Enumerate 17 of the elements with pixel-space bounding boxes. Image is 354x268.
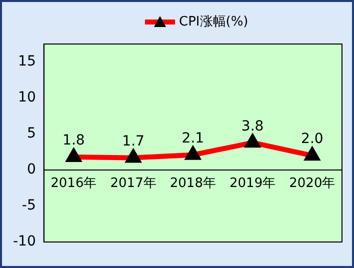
y-tick-label: 5 — [26, 126, 36, 142]
data-label: 1.8 — [62, 132, 85, 149]
legend-label: CPI涨幅(%) — [179, 14, 248, 30]
x-tick-label: 2020年 — [289, 176, 336, 192]
x-tick-label: 2016年 — [50, 176, 97, 192]
x-tick-label: 2017年 — [110, 176, 156, 192]
data-label: 2.0 — [301, 131, 324, 148]
x-tick-label: 2019年 — [230, 176, 276, 192]
y-tick-label: 15 — [18, 54, 36, 70]
y-tick-label: 10 — [18, 90, 36, 106]
data-label: 3.8 — [241, 118, 264, 134]
data-label: 1.7 — [122, 133, 144, 150]
y-tick-label: -10 — [12, 234, 36, 250]
y-tick-label: -5 — [22, 198, 36, 214]
data-label: 2.1 — [182, 130, 204, 147]
x-tick-label: 2018年 — [170, 176, 216, 192]
y-tick-label: 0 — [26, 162, 36, 178]
